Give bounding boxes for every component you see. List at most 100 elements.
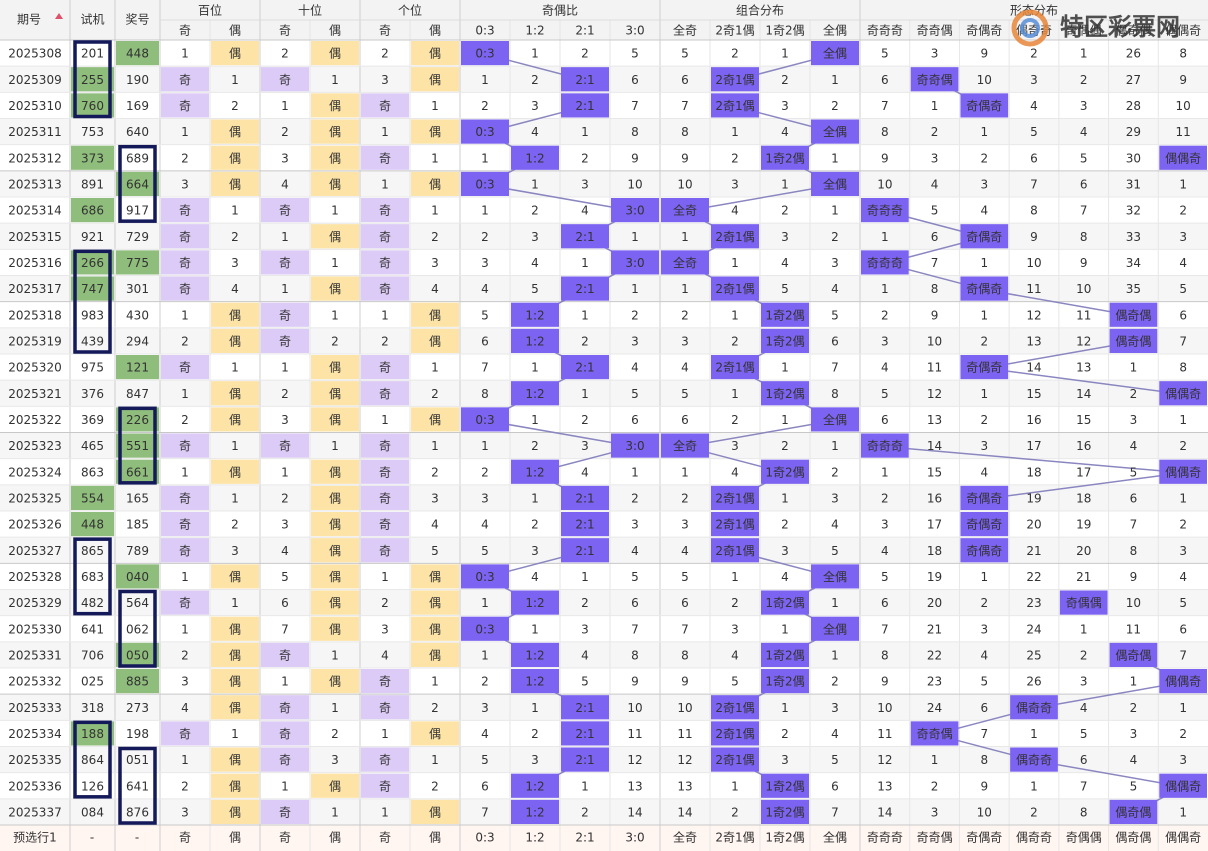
- cell: 2: [681, 308, 689, 322]
- cell: 奇: [379, 282, 391, 296]
- cell: 1: [531, 413, 539, 427]
- cell: 1: [281, 361, 289, 375]
- hit-cell: [711, 224, 759, 249]
- cell: 4: [581, 648, 589, 662]
- trend-line: [1033, 681, 1184, 709]
- draw-number: 051: [126, 753, 149, 767]
- cell: 1: [481, 439, 489, 453]
- footer-bg: [0, 825, 1208, 851]
- cell: 1: [681, 465, 689, 479]
- cell: 2: [1080, 648, 1088, 662]
- cell: 1: [431, 675, 439, 689]
- hit-cell: [161, 198, 209, 223]
- cell: 9: [980, 47, 988, 61]
- cell: 4: [481, 727, 489, 741]
- hit-cell: [161, 276, 209, 301]
- cell: 1: [1130, 361, 1138, 375]
- cell: 偶: [229, 805, 241, 819]
- cell: 偶: [429, 177, 441, 191]
- cell: 1: [281, 779, 289, 793]
- cell: 全偶: [823, 46, 847, 61]
- cell: 1: [1179, 491, 1187, 505]
- cell: 4: [731, 648, 739, 662]
- cell: 3: [931, 805, 939, 819]
- hit-cell: [761, 799, 809, 824]
- cell: 2: [1179, 439, 1187, 453]
- cell: 13: [677, 779, 692, 793]
- cell: 2奇1偶: [715, 753, 754, 767]
- cell: 偶: [229, 413, 241, 427]
- cell: 12: [927, 387, 942, 401]
- cell: 偶: [229, 570, 241, 584]
- hit-cell: [1109, 642, 1158, 667]
- footer-cell: 奇: [279, 831, 291, 845]
- cell: 2: [181, 648, 189, 662]
- cell: 8: [1130, 544, 1138, 558]
- cell: 奇偶奇: [966, 99, 1002, 113]
- cell: 5: [1080, 727, 1088, 741]
- hit-cell: [211, 119, 259, 144]
- cell: 22: [927, 648, 942, 662]
- cell: 4: [531, 256, 539, 270]
- issue: 2025311: [8, 125, 61, 139]
- hit-cell: [561, 224, 609, 249]
- cell: 2: [831, 99, 839, 113]
- cell: 全偶: [823, 621, 847, 636]
- cell: 29: [1126, 125, 1141, 139]
- hit-cell: [1109, 799, 1158, 824]
- cell: 2: [181, 413, 189, 427]
- hit-cell: [811, 616, 859, 641]
- hit-cell: [311, 407, 359, 432]
- cell: 偶: [429, 334, 441, 348]
- cell: 4: [831, 518, 839, 532]
- hit-cell: [461, 407, 509, 432]
- cell: 2: [531, 73, 539, 87]
- cell: 18: [1076, 491, 1091, 505]
- number-highlight: [116, 642, 159, 667]
- cell: 20: [927, 596, 942, 610]
- hit-cell: [461, 119, 509, 144]
- cell: 9: [681, 151, 689, 165]
- cell: 11: [927, 361, 942, 375]
- cell: 2奇1偶: [715, 73, 754, 87]
- draw-number: 689: [126, 151, 149, 165]
- cell: 1: [1080, 47, 1088, 61]
- hit-cell: [561, 355, 609, 380]
- hit-cell: [960, 485, 1009, 510]
- hit-cell: [711, 67, 759, 92]
- hit-cell: [411, 616, 459, 641]
- cell: 6: [1130, 491, 1138, 505]
- cell: 1奇2偶: [765, 151, 804, 165]
- cell: 1: [381, 125, 389, 139]
- cell: 1: [581, 308, 589, 322]
- cell: 奇: [279, 805, 291, 819]
- cell: 1: [431, 151, 439, 165]
- hit-cell: [461, 171, 509, 196]
- test-number: 376: [81, 387, 104, 401]
- cell: 2: [931, 125, 939, 139]
- cell: 6: [481, 779, 489, 793]
- cell: 7: [1080, 779, 1088, 793]
- cell: 偶: [229, 465, 241, 479]
- hit-cell: [361, 93, 409, 118]
- number-highlight: [116, 407, 159, 432]
- hit-cell: [211, 773, 259, 798]
- hit-cell: [261, 328, 309, 353]
- cell: 13: [1026, 334, 1041, 348]
- cell: 4: [631, 544, 639, 558]
- cell: 5: [531, 282, 539, 296]
- cell: 4: [431, 282, 439, 296]
- cell: 1: [631, 465, 639, 479]
- issue: 2025318: [8, 308, 61, 322]
- test-number: 554: [81, 491, 104, 505]
- cell: 1: [481, 204, 489, 218]
- hit-cell: [461, 41, 509, 66]
- cell: 偶: [329, 151, 341, 165]
- row-bg: [0, 327, 1208, 354]
- cell: 3: [631, 334, 639, 348]
- cell: 1: [331, 308, 339, 322]
- cell: 12: [627, 753, 642, 767]
- hit-cell: [511, 328, 559, 353]
- hit-cell: [1010, 747, 1058, 772]
- cell: 3: [931, 47, 939, 61]
